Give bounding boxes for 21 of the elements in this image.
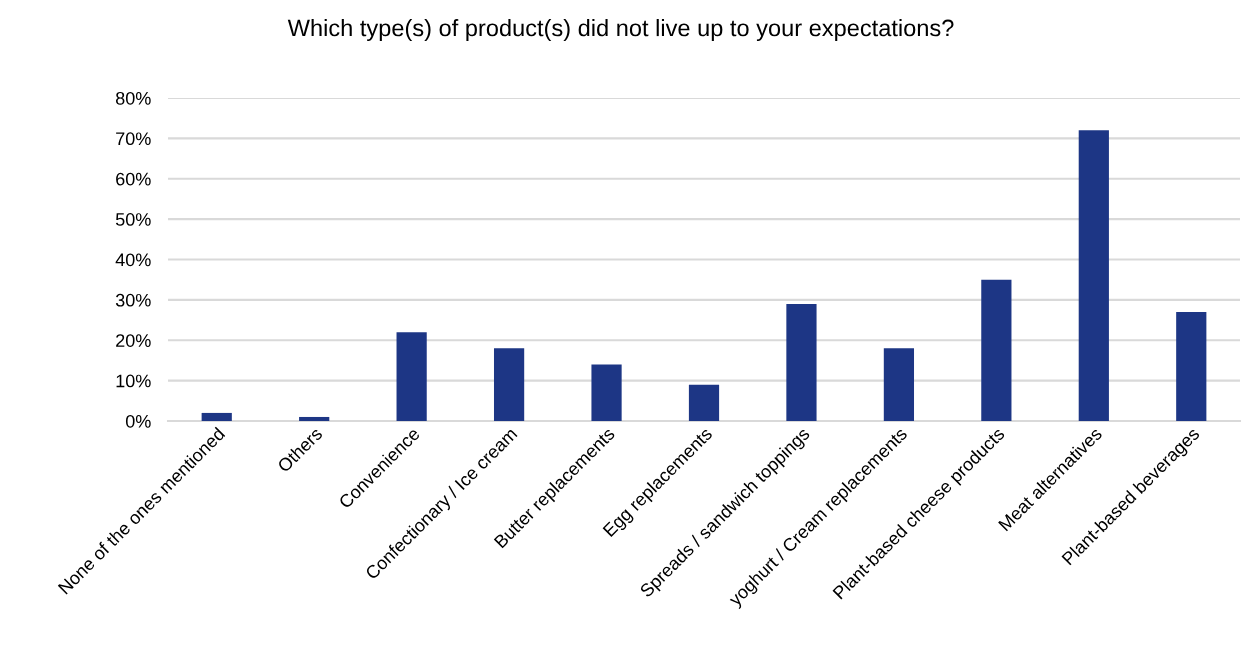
bar: [299, 416, 330, 421]
y-tick-label: 80%: [115, 91, 151, 105]
bar: [1176, 311, 1207, 421]
bar: [688, 384, 720, 421]
bar: [493, 348, 525, 421]
chart-title: Which type(s) of product(s) did not live up to your expectations?: [287, 19, 954, 41]
bar: [591, 364, 622, 421]
y-tick-label: 0%: [125, 414, 151, 428]
y-tick-label: 50%: [115, 213, 151, 226]
y-tick-label: 40%: [115, 253, 151, 267]
bar: [981, 279, 1012, 421]
bar: [1078, 130, 1109, 421]
y-tick-label: 60%: [116, 172, 151, 186]
bar: [786, 303, 817, 421]
y-tick-label: 20%: [116, 334, 151, 347]
bar: [201, 412, 232, 421]
y-tick-label: 30%: [115, 293, 151, 307]
y-tick-label: 10%: [116, 374, 151, 388]
y-tick-label: 70%: [116, 132, 151, 146]
bar: [883, 348, 915, 421]
bar: [396, 332, 427, 421]
